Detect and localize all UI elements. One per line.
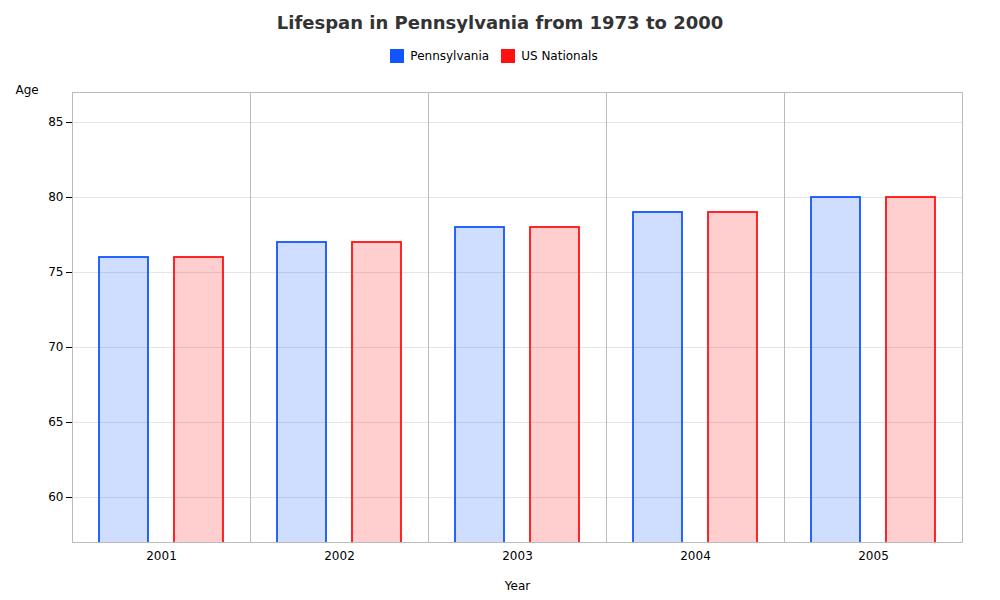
svg-text:Year: Year xyxy=(504,579,530,593)
html-text:Pennsylvania: Pennsylvania xyxy=(410,48,490,63)
svg-text:85: 85 xyxy=(48,115,63,129)
svg-text:75: 75 xyxy=(48,265,63,279)
svg-text:60: 60 xyxy=(48,490,63,504)
svg-text:Age: Age xyxy=(16,83,39,97)
html-text:US Nationals: US Nationals xyxy=(521,48,598,63)
svg-text:65: 65 xyxy=(48,415,63,429)
html-text:Lifespan in Pennsylvania from: Lifespan in Pennsylvania from 1973 to 20… xyxy=(276,12,724,33)
svg-text:70: 70 xyxy=(48,340,63,354)
svg-text:2004: 2004 xyxy=(680,549,711,563)
svg-text:2001: 2001 xyxy=(146,549,177,563)
svg-text:80: 80 xyxy=(48,190,63,204)
svg-text:2003: 2003 xyxy=(502,549,533,563)
svg-text:2002: 2002 xyxy=(324,549,355,563)
svg-text:2005: 2005 xyxy=(858,549,889,563)
